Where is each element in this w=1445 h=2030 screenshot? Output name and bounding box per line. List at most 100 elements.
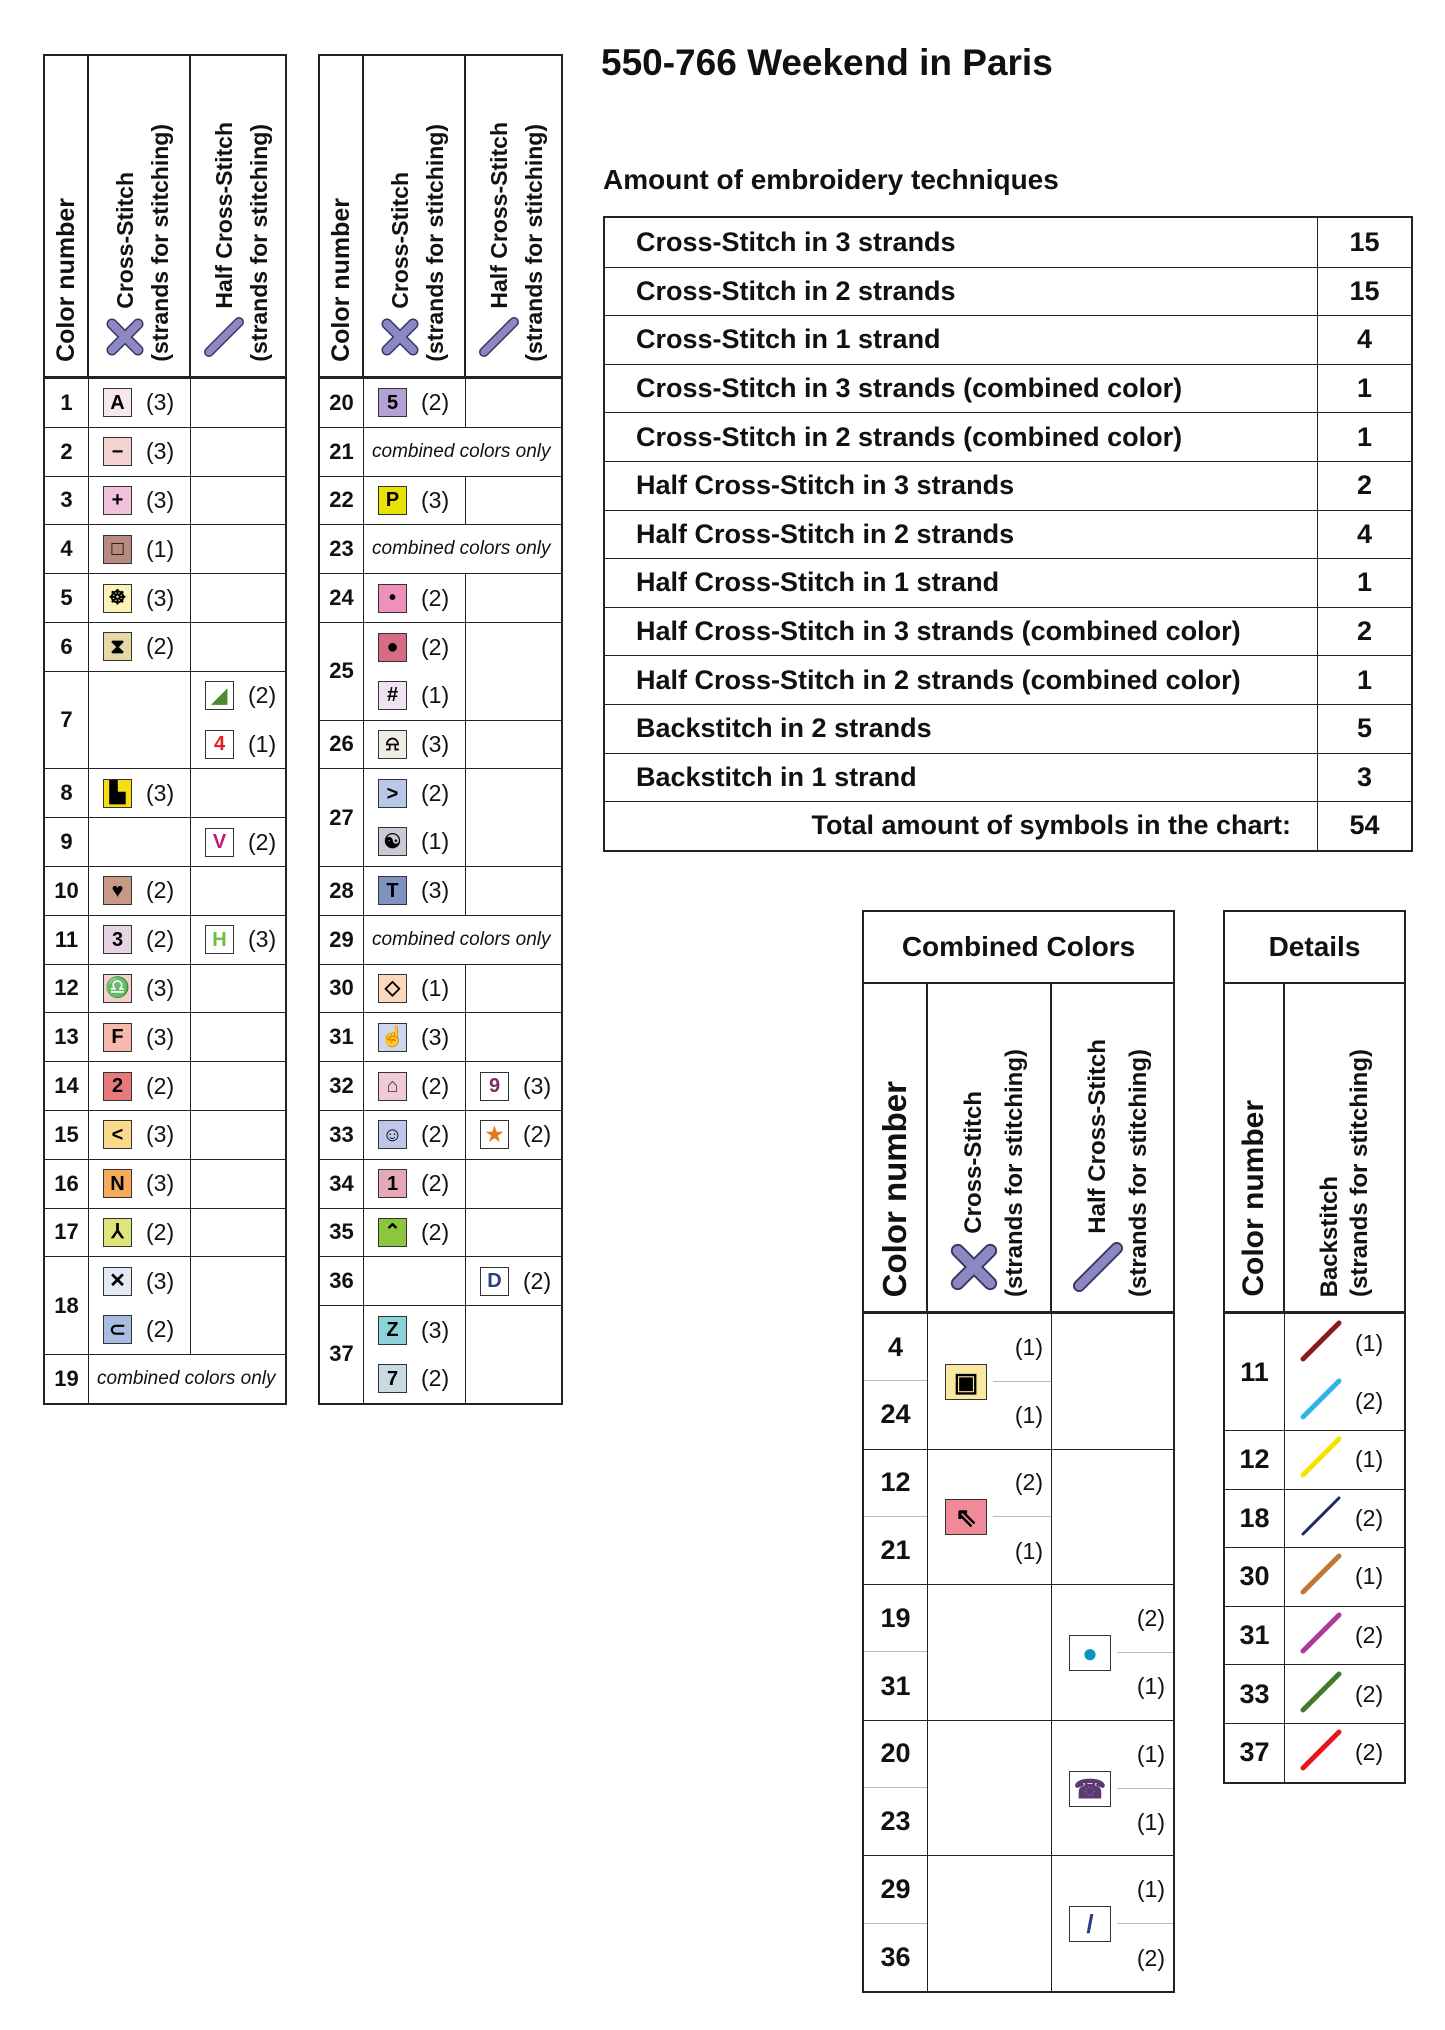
color-number: 20 bbox=[320, 379, 364, 427]
strands-count: (3) bbox=[146, 389, 175, 416]
color-number: 33 bbox=[1225, 1665, 1285, 1723]
color-number: 34 bbox=[320, 1159, 364, 1208]
color-number: 9 bbox=[45, 818, 89, 866]
color-number: 23 bbox=[320, 525, 364, 574]
technique-label: Cross-Stitch in 3 strands (combined colo… bbox=[605, 364, 1318, 413]
half-cross-stitch-cell bbox=[191, 867, 285, 915]
table-row: 35 ⌃ (2) bbox=[320, 1207, 561, 1257]
backstitch-line-icon bbox=[1299, 1377, 1343, 1426]
cross-stitch-cell: ▙ (3) bbox=[89, 769, 191, 818]
symbol-box: A bbox=[103, 388, 132, 418]
symbol-box: 5 bbox=[378, 388, 407, 418]
cross-stitch-cell bbox=[364, 1257, 466, 1306]
technique-label: Backstitch in 1 strand bbox=[605, 753, 1318, 802]
total-count: 54 bbox=[1349, 810, 1380, 841]
strands-stack: (1) (1) bbox=[993, 1314, 1051, 1449]
backstitch-cell: (2) bbox=[1285, 1665, 1404, 1723]
technique-label: Half Cross-Stitch in 3 strands bbox=[605, 461, 1318, 510]
cross-stitch-cell: < (3) bbox=[89, 1110, 191, 1159]
strands-count: (2) bbox=[1355, 1504, 1384, 1531]
symbol-box: ★ bbox=[480, 1120, 509, 1150]
strands-count: (1) bbox=[421, 681, 450, 708]
backstitch-line-icon bbox=[1299, 1494, 1343, 1543]
table-row: 27 > (2) ☯ (1) bbox=[320, 768, 561, 866]
symbol-box: ⧗ bbox=[103, 632, 132, 662]
strands-count: (3) bbox=[421, 730, 450, 757]
half-cross-stitch-cell: ◢ (2) 4 (1) bbox=[191, 672, 285, 769]
half-label-wrap: Half Cross-Stitch bbox=[478, 122, 519, 362]
cross-stitch-cell bbox=[928, 1856, 1052, 1991]
details-title: Details bbox=[1225, 912, 1404, 984]
table-row: 20 5 (2) bbox=[320, 378, 561, 427]
color-number: 21 bbox=[880, 1535, 911, 1566]
amount-row: Backstitch in 2 strands 5 bbox=[605, 703, 1411, 753]
color-number: 22 bbox=[320, 476, 364, 525]
details-row: 31 (2) bbox=[1225, 1605, 1404, 1665]
symbol-entry: 5 (2) bbox=[364, 379, 465, 427]
symbol-box: − bbox=[103, 437, 132, 467]
half-cross-stitch-cell bbox=[191, 1111, 285, 1159]
cross-stitch-cell: N (3) bbox=[89, 1159, 191, 1208]
symbol-entry: P (3) bbox=[364, 477, 465, 525]
color-number: 33 bbox=[320, 1110, 364, 1159]
symbol-entry: ☝ (3) bbox=[364, 1013, 465, 1061]
combined-row: 20 23 ☎ (1) (1) bbox=[864, 1719, 1173, 1856]
cross-stitch-cell: 5 (2) bbox=[364, 379, 466, 427]
strands-count: (2) bbox=[993, 1450, 1051, 1518]
strands-count: (2) bbox=[146, 1072, 175, 1099]
color-number: 10 bbox=[45, 866, 89, 915]
strands-label: (strands for stitching) bbox=[520, 124, 547, 362]
half-cross-stitch-cell bbox=[466, 1160, 560, 1208]
header-label-group: Half Cross-Stitch (strands for stitching) bbox=[203, 122, 272, 362]
technique-count: 2 bbox=[1356, 470, 1373, 501]
table-row: 31 ☝ (3) bbox=[320, 1012, 561, 1062]
table-row: 13 F (3) bbox=[45, 1012, 285, 1062]
symbol-box: ⊂ bbox=[103, 1315, 132, 1345]
strands-count: (2) bbox=[421, 1365, 450, 1392]
color-number: 37 bbox=[1225, 1723, 1285, 1782]
technique-label: Half Cross-Stitch in 2 strands bbox=[605, 510, 1318, 559]
strands-stack: (2) (1) bbox=[1117, 1585, 1173, 1720]
symbol-entry: 1 (2) bbox=[364, 1160, 465, 1208]
table-row: 25 ● (2) # (1) bbox=[320, 621, 561, 720]
color-number: 2 bbox=[45, 427, 89, 476]
table-row: 2− (3) bbox=[45, 426, 285, 476]
color-number-pair: 20 23 bbox=[864, 1720, 928, 1856]
strands-count: (2) bbox=[421, 1218, 450, 1245]
combined-row: 29 36 /(1) (2) bbox=[864, 1855, 1173, 1991]
symbol-box: < bbox=[103, 1120, 132, 1150]
table-row: 36 D (2) bbox=[320, 1256, 561, 1306]
symbol-box: D bbox=[480, 1266, 509, 1296]
color-number: 19 bbox=[864, 1585, 927, 1653]
color-number-pair: 12 21 bbox=[864, 1449, 928, 1585]
cross-stitch-cell: − (3) bbox=[89, 427, 191, 476]
strands-count: (2) bbox=[1355, 1739, 1384, 1766]
half-cross-stitch-cell bbox=[191, 769, 285, 817]
header-label-group: Half Cross-Stitch (strands for stitching) bbox=[1072, 1039, 1153, 1297]
strands-count: (2) bbox=[421, 633, 450, 660]
color-number: 30 bbox=[320, 964, 364, 1013]
cross-stitch-cell: + (3) bbox=[89, 476, 191, 525]
symbol-entry: ⊂ (2) bbox=[89, 1306, 190, 1354]
color-number: 28 bbox=[320, 866, 364, 915]
arrow-up-left-icon: ⇖ bbox=[945, 1499, 987, 1536]
color-number: 14 bbox=[45, 1062, 89, 1110]
symbol-box: 7 bbox=[378, 1364, 407, 1394]
symbol-entry: ⅄ (2) bbox=[89, 1209, 190, 1257]
table-row: 21 combined colors only bbox=[320, 426, 561, 476]
back-label-wrap: Backstitch bbox=[1316, 1176, 1344, 1297]
strands-count: (3) bbox=[146, 438, 175, 465]
symbol-entry: ☺ (2) bbox=[364, 1111, 465, 1159]
cross-stitch-cell: □ (1) bbox=[89, 525, 191, 574]
half-cross-stitch-cell bbox=[466, 1306, 560, 1403]
cross-stitch-icon bbox=[105, 317, 145, 362]
strands-count: (3) bbox=[146, 584, 175, 611]
backstitch-entry: (1) bbox=[1285, 1431, 1404, 1489]
half-cross-stitch-cell bbox=[191, 525, 285, 573]
strands-count: (3) bbox=[146, 1121, 175, 1148]
total-row: Total amount of symbols in the chart: 54 bbox=[605, 801, 1411, 850]
combined-colors-note: combined colors only bbox=[372, 928, 551, 950]
color-number: 7 bbox=[45, 671, 89, 769]
cross-stitch-cell: ● (2) # (1) bbox=[364, 622, 466, 720]
strands-label: (strands for stitching) bbox=[1124, 1048, 1152, 1297]
